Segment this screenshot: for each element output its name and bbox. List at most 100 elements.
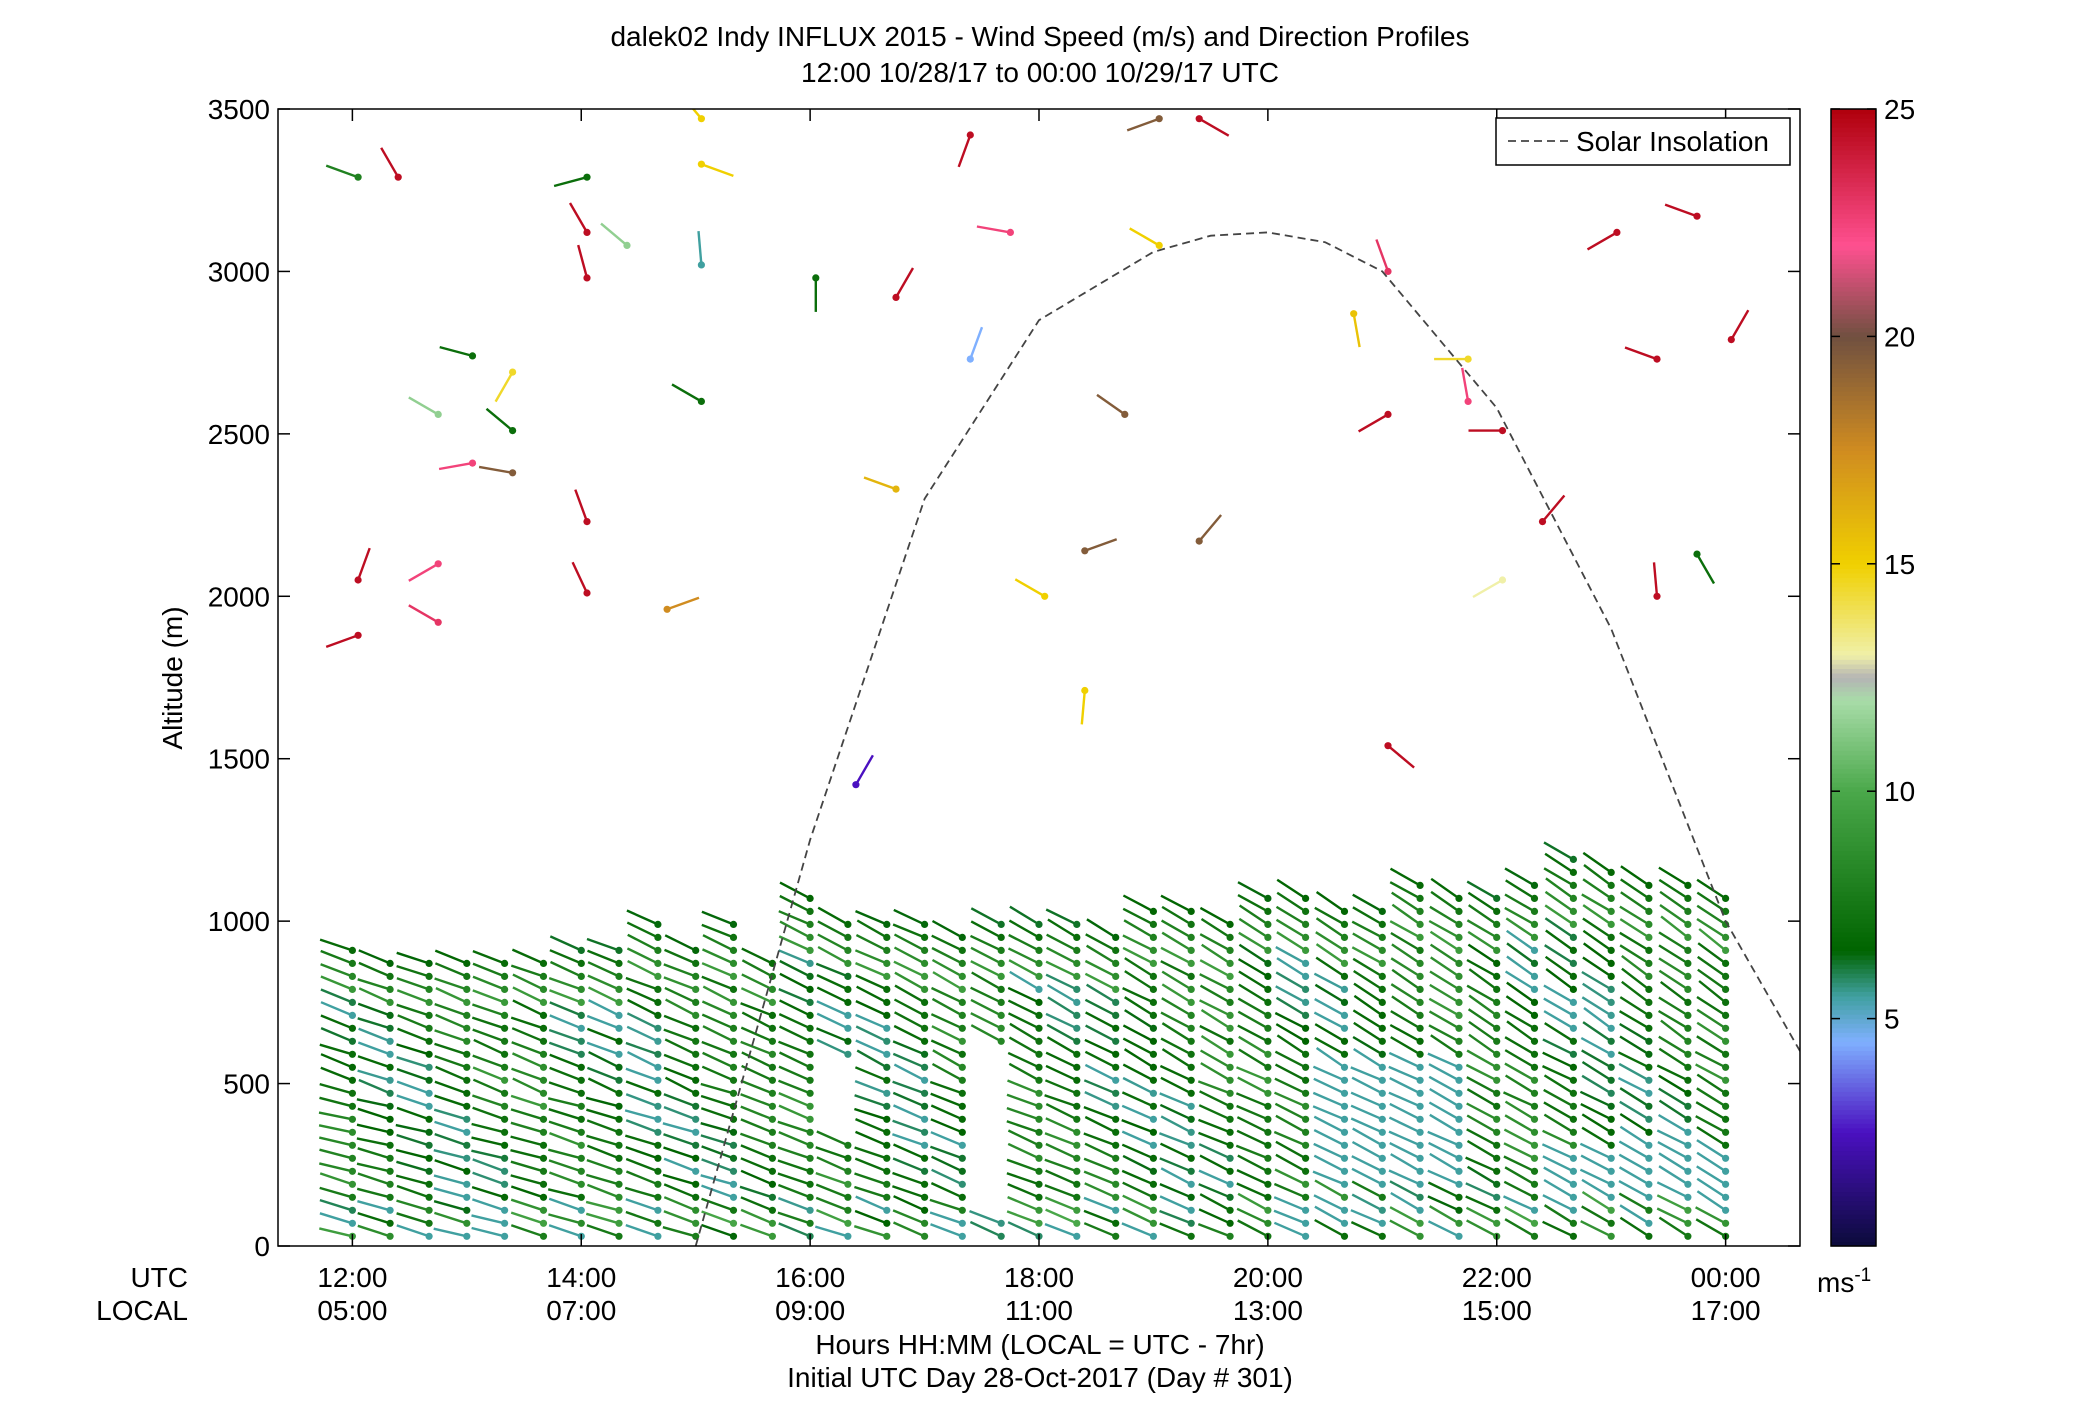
wind-barb-shaft xyxy=(1160,1076,1192,1095)
wind-barb-dot xyxy=(425,1037,433,1045)
wind-barb-dot xyxy=(354,173,362,181)
wind-barb xyxy=(1504,1062,1539,1084)
wind-barb-dot xyxy=(1041,592,1049,600)
wind-barb xyxy=(1619,944,1653,968)
wind-barb-shaft xyxy=(1122,1154,1154,1173)
wind-barb-shaft xyxy=(587,974,620,991)
wind-barb-shaft xyxy=(779,999,811,1017)
wind-barb-shaft xyxy=(548,1108,582,1121)
wind-barb xyxy=(1045,1012,1081,1032)
wind-barb-shaft xyxy=(930,1223,963,1238)
wind-barb-dot xyxy=(958,1167,966,1175)
wind-barb-dot xyxy=(1607,1089,1615,1097)
wind-barb-shaft xyxy=(548,1028,582,1043)
wind-barb-dot xyxy=(1684,1024,1692,1032)
wind-barb-shaft xyxy=(433,1187,468,1199)
wind-barb-dot xyxy=(768,1115,777,1123)
wind-barb xyxy=(854,1094,891,1110)
wind-barb-shaft xyxy=(624,1134,659,1147)
wind-barb-shaft xyxy=(1159,1103,1192,1121)
wind-barb-shaft xyxy=(1199,906,1231,926)
wind-barb-shaft xyxy=(893,998,926,1017)
wind-barb xyxy=(1198,1104,1234,1123)
wind-barb-shaft xyxy=(548,976,582,991)
wind-barb xyxy=(1506,955,1539,981)
wind-barb-dot xyxy=(1498,427,1507,435)
wind-barb-shaft xyxy=(855,1117,888,1134)
wind-barb-shaft xyxy=(1085,1011,1117,1030)
wind-barb xyxy=(434,1002,471,1020)
wind-barb-dot xyxy=(1722,959,1730,968)
wind-barb-dot xyxy=(1226,920,1234,929)
wind-barb-shaft xyxy=(778,1091,811,1108)
wind-barb-dot xyxy=(768,1102,777,1110)
wind-barb xyxy=(1619,1204,1653,1227)
wind-barb-shaft xyxy=(1581,996,1612,1017)
wind-barb-shaft xyxy=(434,1211,468,1225)
wind-barb-shaft xyxy=(1314,1179,1346,1199)
wind-barb-dot xyxy=(1302,1167,1310,1175)
wind-barb-shaft xyxy=(1582,956,1612,978)
wind-barb xyxy=(1236,1104,1272,1123)
wind-barb-shaft xyxy=(625,1080,659,1095)
wind-barb xyxy=(396,1043,433,1058)
wind-barb-shaft xyxy=(1389,1023,1421,1043)
wind-barb-shaft xyxy=(1161,997,1192,1017)
wind-barb-dot xyxy=(1264,1167,1272,1175)
wind-barb xyxy=(512,1052,548,1071)
wind-barb xyxy=(1313,1154,1349,1175)
wind-barb xyxy=(472,949,509,968)
wind-barb xyxy=(929,1080,966,1097)
wind-barb-dot xyxy=(1226,1011,1234,1020)
wind-barb-shaft xyxy=(548,1081,582,1095)
wind-barb-dot xyxy=(812,274,820,282)
wind-barb-dot xyxy=(1530,1232,1539,1240)
wind-barb-dot xyxy=(729,1232,738,1240)
wind-barb-shaft xyxy=(433,1149,468,1160)
wind-barb xyxy=(319,1186,356,1201)
wind-barb xyxy=(816,1027,852,1045)
colorbar-band xyxy=(1831,745,1876,751)
wind-barb xyxy=(1391,995,1424,1020)
colorbar-band xyxy=(1831,122,1876,128)
wind-barb xyxy=(1351,1076,1386,1097)
wind-barb xyxy=(1238,983,1272,1007)
wind-barb xyxy=(1544,944,1577,968)
colorbar-band xyxy=(1831,272,1876,278)
wind-barb xyxy=(1159,1103,1195,1123)
wind-barb-shaft xyxy=(547,1097,582,1108)
wind-barb xyxy=(854,1185,891,1201)
wind-barb-shaft xyxy=(1544,955,1575,978)
wind-barb xyxy=(472,1106,509,1123)
wind-barb-shaft xyxy=(1581,1074,1612,1095)
wind-barb-dot xyxy=(921,1206,929,1214)
wind-barb-dot xyxy=(1530,946,1539,955)
colorbar-band xyxy=(1831,750,1876,756)
wind-barb-dot xyxy=(577,998,585,1007)
wind-barb-shaft xyxy=(1352,1009,1383,1030)
wind-barb xyxy=(472,989,509,1007)
wind-barb xyxy=(586,1119,623,1136)
wind-barb-dot xyxy=(729,1063,738,1071)
wind-barb xyxy=(478,465,517,477)
wind-barb-shaft xyxy=(1352,1127,1383,1147)
x-axis-label-2: Initial UTC Day 28-Oct-2017 (Day # 301) xyxy=(787,1362,1293,1393)
wind-barb xyxy=(1121,1118,1157,1136)
wind-barb xyxy=(1542,1220,1577,1240)
wind-barb-dot xyxy=(1455,998,1463,1007)
wind-barb-shaft xyxy=(1504,1100,1536,1121)
wind-barb-dot xyxy=(1493,894,1501,903)
wind-barb xyxy=(1466,919,1501,942)
wind-barb-shaft xyxy=(893,960,926,978)
wind-barb xyxy=(472,1066,509,1084)
wind-barb-shaft xyxy=(1430,877,1460,900)
wind-barb-shaft xyxy=(1273,1209,1307,1225)
colorbar-band xyxy=(1831,1200,1876,1206)
wind-barb xyxy=(1006,1093,1043,1110)
wind-barb-dot xyxy=(577,1128,585,1136)
wind-barb-dot xyxy=(1645,1206,1653,1214)
colorbar-band xyxy=(1831,1182,1876,1188)
wind-barb-dot xyxy=(577,1037,585,1045)
wind-barb xyxy=(701,1210,738,1227)
